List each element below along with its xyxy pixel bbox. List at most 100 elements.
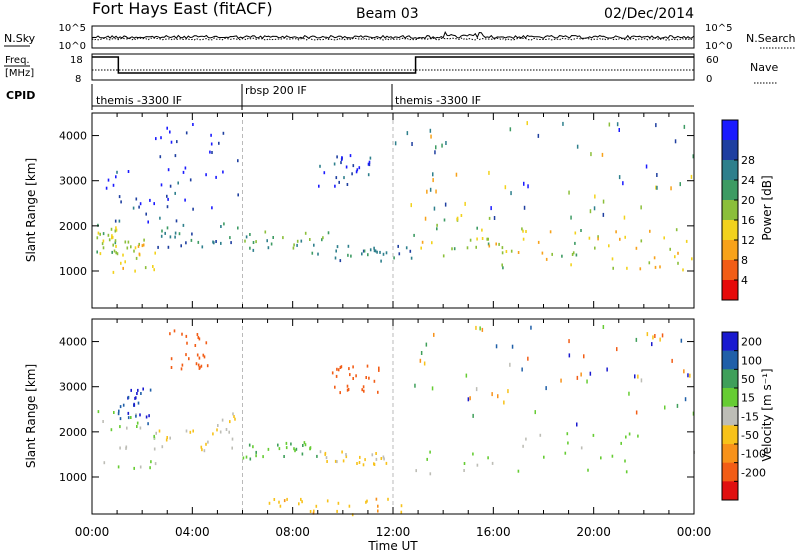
heatmap-cell [570,263,572,267]
heatmap-cell [479,326,481,331]
heatmap-cell [431,386,434,391]
heatmap-cell [160,183,163,187]
heatmap-cell [198,366,201,370]
heatmap-cell [322,236,324,240]
heatmap-cell [225,428,228,431]
heatmap-cell [487,237,489,241]
heatmap-cell [203,449,206,453]
heatmap-cell [509,127,512,132]
cpid-panel: CPID themis -3300 IF rbsp 200 IF themis … [6,84,694,110]
heatmap-cell [594,246,596,250]
heatmap-cell [481,228,483,232]
heatmap-cell [640,205,642,210]
heatmap-cell [190,238,193,242]
heatmap-cell [201,245,204,249]
heatmap-cell [126,246,129,250]
heatmap-cell [624,235,626,239]
heatmap-cell [455,172,458,177]
heatmap-cell [537,133,540,138]
heatmap-cell [366,364,369,368]
heatmap-cell [268,501,271,505]
heatmap-cell [166,226,169,230]
power-colorbar-tick-label: 28 [741,154,755,167]
heatmap-cell [153,268,155,272]
heatmap-cell [359,455,361,459]
heatmap-cell [122,403,125,407]
heatmap-cell [209,150,211,154]
heatmap-cell [283,499,286,503]
freq-panel: Freq. [MHz] 18 8 60 0 Nave [4,53,778,85]
heatmap-cell [355,170,358,174]
heatmap-cell [114,241,117,245]
heatmap-cell [220,225,222,228]
freq-label-line2: [MHz] [5,68,34,79]
heatmap-cell [526,121,528,126]
heatmap-cell [429,450,431,454]
velocity-colorbar-tick-label: 200 [741,336,762,349]
heatmap-cell [363,249,366,253]
heatmap-cell [118,409,120,413]
heatmap-cell [476,226,478,230]
heatmap-cell [96,236,99,240]
heatmap-cell [564,451,567,455]
heatmap-cell [380,259,382,263]
heatmap-cell [602,325,605,329]
heatmap-cell [221,418,224,422]
heatmap-cell [472,452,474,456]
heatmap-cell [680,338,683,343]
heatmap-cell [387,497,389,501]
heatmap-cell [113,411,115,414]
heatmap-cell [369,248,372,252]
heatmap-cell [626,266,628,270]
heatmap-cell [325,456,328,460]
heatmap-cell [346,388,349,392]
heatmap-cell [436,223,438,227]
heatmap-cell [491,461,494,465]
heatmap-cell [222,170,224,174]
power-colorbar: 4 8 12 16 20 24 28 Power [dB] [721,119,774,301]
heatmap-cell [640,239,643,243]
heatmap-cell [255,240,257,244]
heatmap-cell [300,497,302,501]
heatmap-cell [107,233,110,237]
y-tick-label: 1000 [59,471,87,484]
heatmap-cell [202,353,205,357]
heatmap-cell [431,241,433,245]
heatmap-cell [433,332,435,337]
heatmap-cell [174,154,177,158]
heatmap-cell [338,180,340,184]
heatmap-cell [103,461,106,465]
heatmap-cell [363,389,365,393]
heatmap-cell [352,365,354,369]
heatmap-cell [690,174,693,179]
heatmap-cell [220,241,222,245]
heatmap-cell [99,232,101,236]
heatmap-cell [127,411,130,415]
colorbar-swatch [722,406,738,426]
heatmap-cell [117,412,120,416]
heatmap-cell [615,230,617,234]
heatmap-cell [267,447,270,451]
heatmap-cell [365,376,367,379]
heatmap-cell [377,504,379,508]
heatmap-cell [164,231,166,235]
heatmap-cell [400,510,403,514]
heatmap-cell [223,222,225,226]
heatmap-cell [290,442,292,446]
heatmap-cell [203,355,206,359]
heatmap-cell [373,462,375,466]
heatmap-cell [200,364,203,368]
cpid-label: CPID [6,89,35,102]
heatmap-cell [594,194,596,199]
cpid-segment-3: themis -3300 IF [395,94,481,107]
heatmap-cell [415,469,417,473]
heatmap-cell [334,184,336,188]
y-tick-label: 3000 [59,175,87,188]
heatmap-cell [597,237,599,241]
heatmap-cell [522,444,524,448]
heatmap-cell [272,236,274,239]
heatmap-cell [501,251,504,255]
heatmap-cell [346,183,349,186]
freq-right-tick-bottom: 0 [706,74,712,85]
